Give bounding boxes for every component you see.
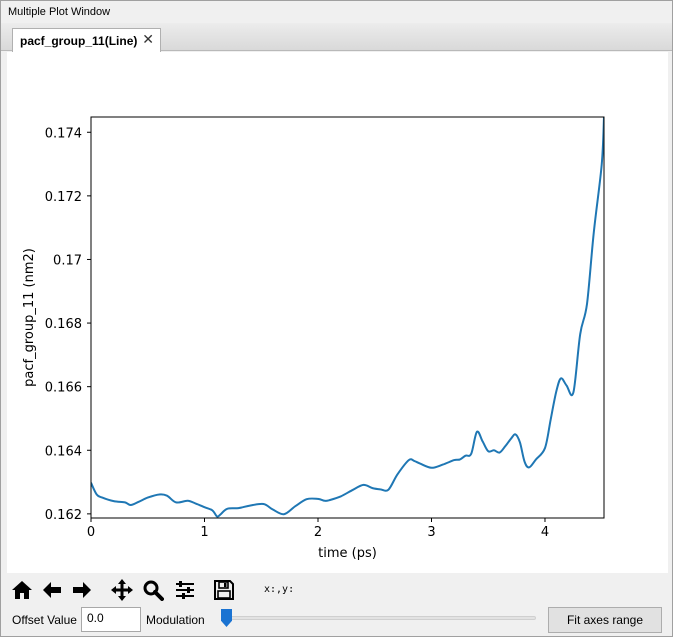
x-tick-label: 4	[541, 525, 549, 540]
pan-move-icon[interactable]	[109, 577, 135, 603]
home-icon[interactable]	[9, 577, 35, 603]
modulation-label: Modulation	[146, 613, 205, 627]
series-line	[91, 117, 604, 518]
configure-subplots-icon[interactable]	[172, 577, 198, 603]
y-tick-label: 0.162	[45, 508, 82, 523]
y-tick-label: 0.172	[45, 190, 82, 205]
window-title: Multiple Plot Window	[1, 1, 672, 23]
forward-arrow-icon[interactable]	[69, 577, 95, 603]
plot-controls: Offset Value Modulation Fit axes range	[7, 605, 668, 635]
cursor-coordinates: x:,y:	[264, 584, 295, 595]
fit-axes-range-button[interactable]: Fit axes range	[548, 607, 662, 633]
x-tick-label: 2	[314, 525, 322, 540]
offset-value-label: Offset Value	[12, 613, 77, 627]
y-tick-label: 0.168	[45, 317, 82, 332]
modulation-slider-thumb[interactable]	[221, 609, 232, 627]
save-disk-icon[interactable]	[211, 577, 237, 603]
x-axis-label: time (ps)	[318, 546, 377, 561]
x-tick-label: 0	[87, 525, 95, 540]
line-chart: 0 1 2 3 4 0.162 0.164 0.166 0.168 0.17 0.172 0.174 t…	[22, 116, 605, 561]
plot-canvas[interactable]: 0 1 2 3 4 0.162 0.164 0.166 0.168 0.17 0.172 0.174 t…	[7, 52, 668, 573]
x-tick-label: 1	[200, 525, 208, 540]
y-tick-label: 0.174	[45, 126, 82, 141]
modulation-slider-track[interactable]	[226, 616, 536, 620]
axes-frame	[90, 116, 605, 519]
x-tick-label: 3	[427, 525, 435, 540]
navigation-toolbar: x:,y:	[7, 574, 668, 604]
close-icon[interactable]: ✕	[142, 31, 154, 47]
tab-label: pacf_group_11(Line)	[20, 34, 138, 48]
tab-pacf-group-11[interactable]: pacf_group_11(Line) ✕	[12, 28, 161, 52]
y-axis-label: pacf_group_11 (nm2)	[22, 248, 37, 387]
y-tick-label: 0.164	[45, 444, 82, 459]
y-tick-label: 0.166	[45, 381, 82, 396]
y-tick-label: 0.17	[53, 253, 82, 268]
offset-value-input[interactable]	[81, 607, 141, 632]
tab-strip: pacf_group_11(Line) ✕	[1, 23, 672, 52]
back-arrow-icon[interactable]	[39, 577, 65, 603]
zoom-magnifier-icon[interactable]	[140, 577, 166, 603]
